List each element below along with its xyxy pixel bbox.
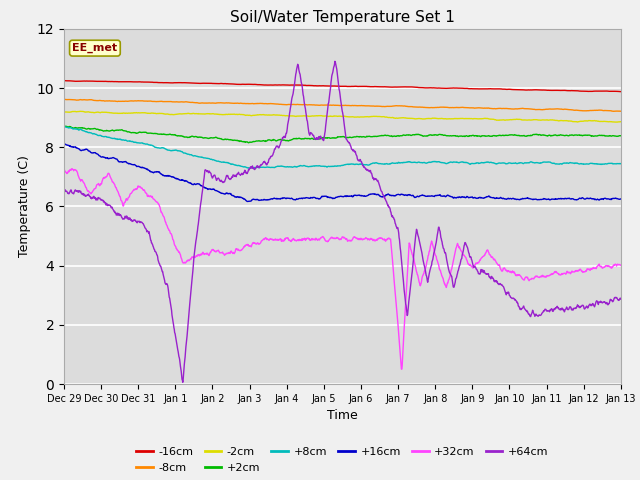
-8cm <box>610 108 618 114</box>
-8cm <box>429 105 437 110</box>
+64cm <box>502 292 510 298</box>
-2cm <box>429 115 437 121</box>
+16cm <box>60 141 68 147</box>
Title: Soil/Water Temperature Set 1: Soil/Water Temperature Set 1 <box>230 10 455 25</box>
-2cm <box>77 108 84 114</box>
+2cm <box>429 132 437 138</box>
-16cm <box>171 80 179 85</box>
-2cm <box>502 117 509 123</box>
+64cm <box>617 296 625 302</box>
+64cm <box>331 59 339 64</box>
Legend: -16cm, -8cm, -2cm, +2cm, +8cm, +16cm, +32cm, +64cm: -16cm, -8cm, -2cm, +2cm, +8cm, +16cm, +3… <box>132 443 553 477</box>
Y-axis label: Temperature (C): Temperature (C) <box>18 156 31 257</box>
-2cm <box>184 110 192 116</box>
-16cm <box>429 85 437 91</box>
+32cm <box>246 243 254 249</box>
+32cm <box>184 257 192 263</box>
+64cm <box>60 188 68 194</box>
+2cm <box>184 134 192 140</box>
+64cm <box>246 164 254 170</box>
+8cm <box>246 165 253 171</box>
-2cm <box>612 119 620 125</box>
+2cm <box>617 133 625 139</box>
-16cm <box>551 87 559 93</box>
+2cm <box>171 132 179 138</box>
+2cm <box>247 139 255 145</box>
Line: +64cm: +64cm <box>64 61 621 382</box>
+64cm <box>552 305 559 311</box>
-2cm <box>171 112 179 118</box>
+32cm <box>60 167 68 173</box>
-8cm <box>246 101 254 107</box>
Line: +8cm: +8cm <box>64 127 621 168</box>
Line: +16cm: +16cm <box>64 144 621 202</box>
+32cm <box>617 263 625 268</box>
-16cm <box>60 78 68 84</box>
-16cm <box>617 89 625 95</box>
-2cm <box>617 119 625 125</box>
-8cm <box>502 106 509 111</box>
+16cm <box>502 196 510 202</box>
Text: EE_met: EE_met <box>72 43 118 53</box>
-8cm <box>184 99 192 105</box>
+32cm <box>398 366 406 372</box>
-16cm <box>61 78 68 84</box>
+16cm <box>617 196 625 202</box>
+32cm <box>502 268 510 274</box>
+8cm <box>61 124 68 130</box>
Line: -2cm: -2cm <box>64 111 621 122</box>
-2cm <box>551 118 559 123</box>
+16cm <box>61 141 69 147</box>
+2cm <box>502 132 510 138</box>
+32cm <box>68 166 76 171</box>
+64cm <box>170 326 178 332</box>
+8cm <box>184 151 192 157</box>
-8cm <box>551 106 559 112</box>
+16cm <box>552 196 559 202</box>
Line: -8cm: -8cm <box>64 99 621 111</box>
-8cm <box>617 108 625 114</box>
-8cm <box>60 96 68 102</box>
+8cm <box>171 147 179 153</box>
+16cm <box>244 199 252 204</box>
+2cm <box>60 123 68 129</box>
-8cm <box>171 99 179 105</box>
-16cm <box>502 86 509 92</box>
+64cm <box>429 253 437 259</box>
+64cm <box>179 379 187 385</box>
+32cm <box>552 269 559 275</box>
+16cm <box>429 193 437 199</box>
+8cm <box>552 161 559 167</box>
+2cm <box>61 123 68 129</box>
Line: -16cm: -16cm <box>64 81 621 92</box>
+8cm <box>429 159 437 165</box>
-16cm <box>246 82 254 87</box>
+16cm <box>171 175 179 181</box>
X-axis label: Time: Time <box>327 409 358 422</box>
+16cm <box>184 180 192 185</box>
+32cm <box>429 245 437 251</box>
Line: +32cm: +32cm <box>64 168 621 369</box>
-16cm <box>184 80 192 86</box>
+32cm <box>171 242 179 248</box>
+2cm <box>552 132 559 138</box>
+64cm <box>184 320 192 325</box>
-2cm <box>60 109 68 115</box>
+8cm <box>60 124 68 130</box>
-2cm <box>246 113 254 119</box>
+8cm <box>502 161 510 167</box>
Line: +2cm: +2cm <box>64 126 621 143</box>
-8cm <box>61 96 68 102</box>
+16cm <box>247 198 255 204</box>
+8cm <box>247 165 255 171</box>
+2cm <box>244 140 252 145</box>
+8cm <box>617 161 625 167</box>
